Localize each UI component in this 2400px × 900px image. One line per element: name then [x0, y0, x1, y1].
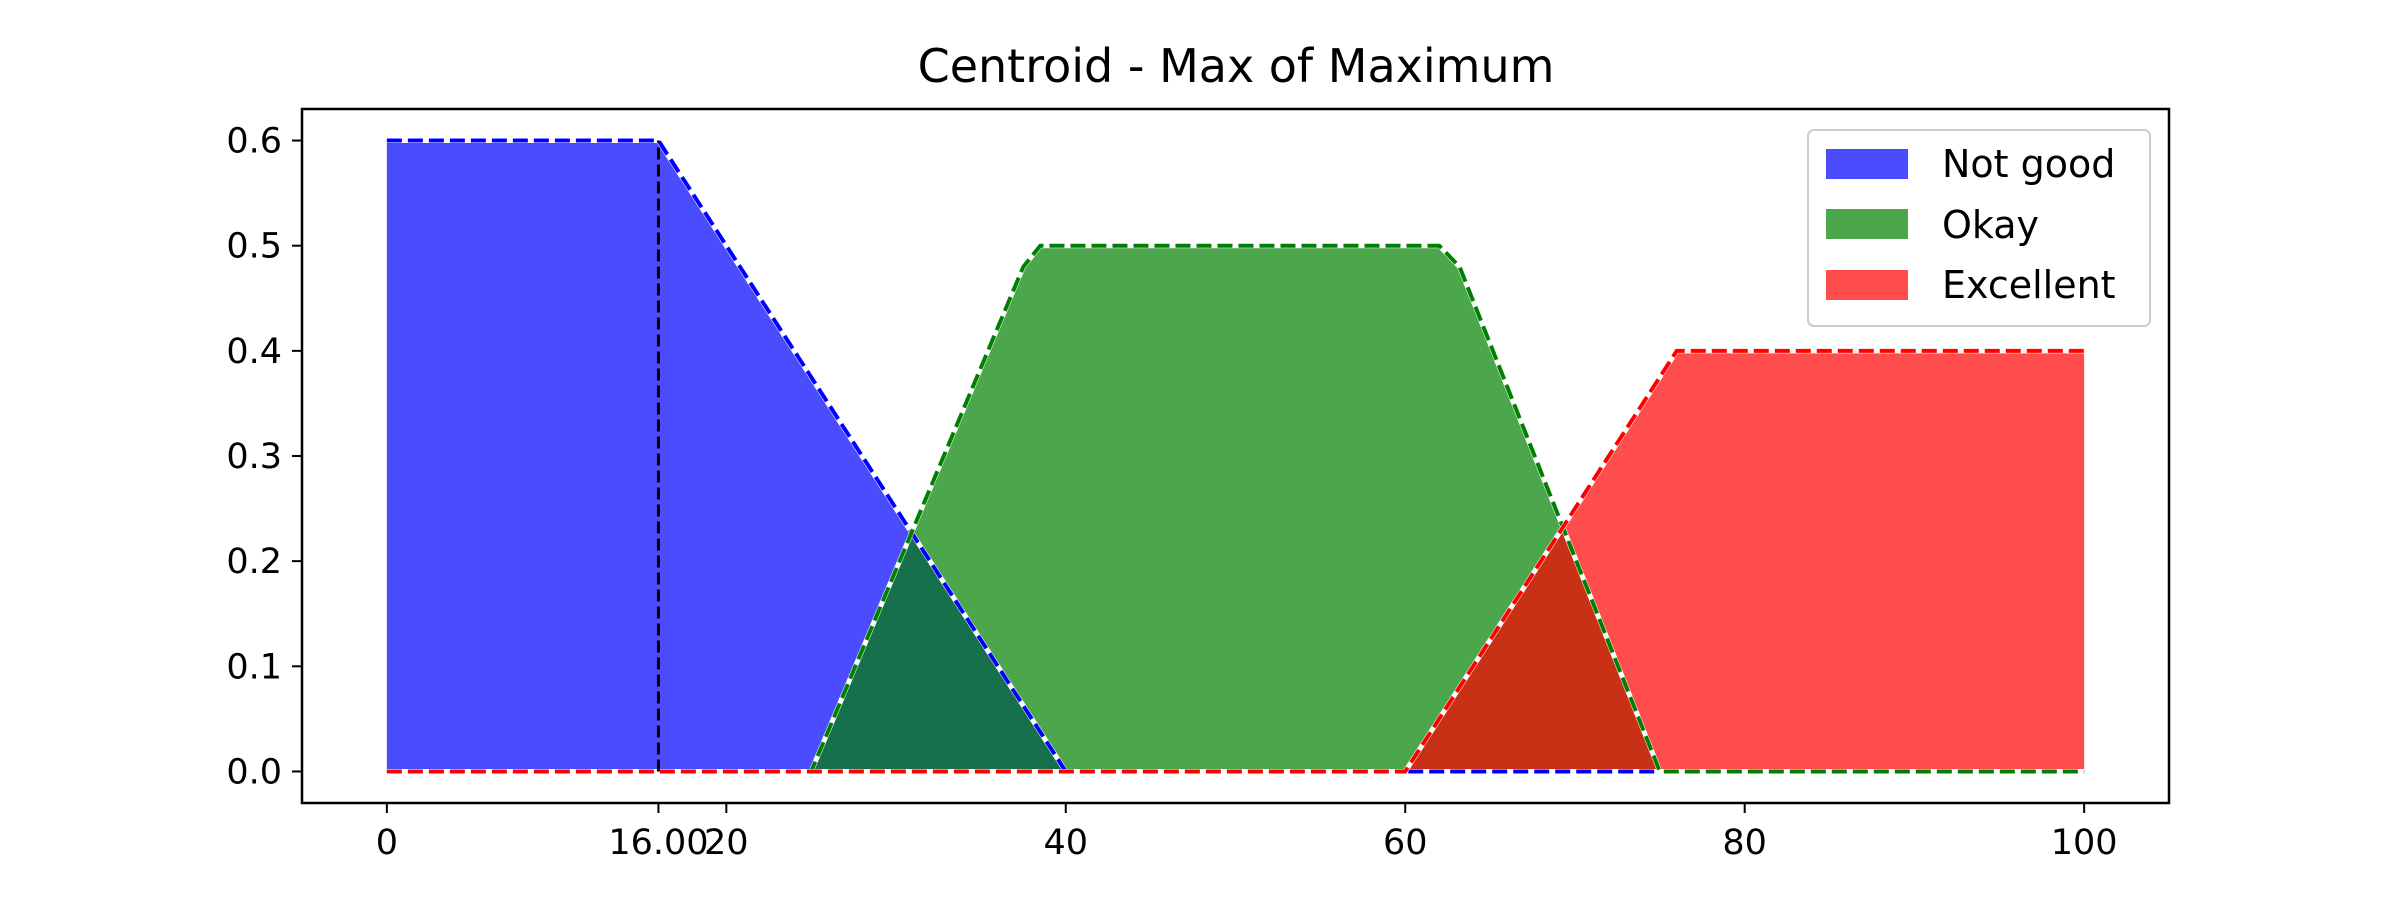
series-fill-okay — [386, 245, 2085, 772]
series-outlines — [386, 138, 2085, 774]
series-fills — [386, 140, 2085, 772]
series-fill-excellent — [386, 350, 2085, 772]
x-tick-label: 20 — [704, 823, 749, 863]
legend-label-not-good: Not good — [1942, 142, 2115, 186]
y-tick-label: 0.6 — [226, 122, 282, 162]
y-axis: 0.0 0.1 0.2 0.3 0.4 0.5 0.6 — [226, 122, 302, 792]
x-tick-label: 80 — [1722, 823, 1767, 863]
legend-label-okay: Okay — [1942, 203, 2039, 247]
y-tick-label: 0.2 — [226, 542, 282, 582]
legend: Not good Okay Excellent — [1807, 129, 2151, 327]
x-axis: 0 20 40 60 80 100 16.00 — [376, 803, 2118, 863]
y-tick-label: 0.1 — [226, 647, 282, 687]
x-tick-label: 100 — [2051, 823, 2118, 863]
legend-swatch-okay — [1826, 209, 1908, 239]
series-line-okay — [386, 243, 2085, 774]
series-line-not-good — [386, 138, 2085, 774]
x-tick-label: 0 — [376, 823, 398, 863]
y-tick-label: 0.5 — [226, 227, 282, 267]
series-fill-not-good — [386, 140, 2085, 772]
legend-swatch-not-good — [1826, 149, 1908, 179]
y-tick-label: 0.3 — [226, 437, 282, 477]
legend-swatch-excellent — [1826, 270, 1908, 300]
x-tick-label: 40 — [1043, 823, 1088, 863]
y-tick-label: 0.4 — [226, 332, 282, 372]
y-tick-label: 0.0 — [226, 752, 282, 792]
series-line-excellent — [386, 348, 2085, 774]
x-tick-label: 16.00 — [608, 823, 708, 863]
chart-title: Centroid - Max of Maximum — [918, 39, 1555, 93]
legend-label-excellent: Excellent — [1942, 263, 2116, 307]
x-tick-label: 60 — [1383, 823, 1428, 863]
